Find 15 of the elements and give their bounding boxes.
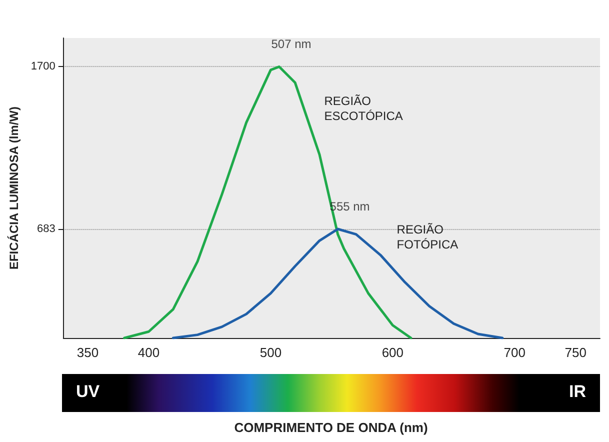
y-axis-title: EFICÁCIA LUMINOSA (lm/W) (7, 106, 21, 270)
x-tick-label: 500 (260, 345, 282, 360)
y-tick-label: 1700 (30, 60, 56, 73)
text: UV (76, 382, 100, 402)
x-axis-title: COMPRIMENTO DE ONDA (nm) (233, 420, 429, 435)
series-label: REGIÃO ESCOTÓPICA (324, 94, 403, 124)
x-tick-label: 700 (504, 345, 526, 360)
x-tick-label: 600 (382, 345, 404, 360)
y-tick-label: 683 (37, 223, 56, 236)
x-tick-label: 350 (76, 345, 99, 360)
text: IR (569, 382, 586, 402)
annotation: 507 nm (271, 37, 312, 52)
x-tick-label: 400 (138, 345, 160, 360)
x-tick-label: 750 (564, 345, 586, 360)
series-label: REGIÃO FOTÓPICA (396, 222, 458, 252)
